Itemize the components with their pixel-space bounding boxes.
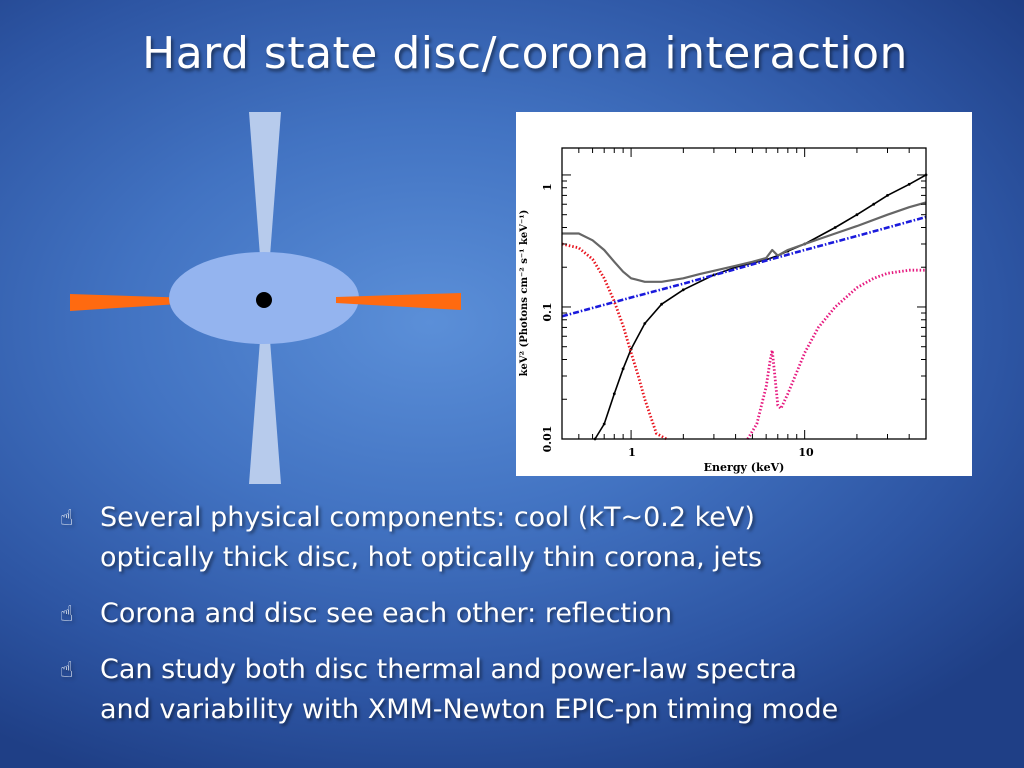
spectrum-series-3 xyxy=(561,215,927,318)
jet-cone-icon xyxy=(249,112,281,256)
spectrum-series-4 xyxy=(561,242,668,441)
bullet-text: Corona and disc see each other: reflecti… xyxy=(100,598,673,629)
x-tick-label: 10 xyxy=(798,446,814,459)
bullet-text: Can study both disc thermal and power-la… xyxy=(100,654,797,685)
bullet-item: ☝ Corona and disc see each other: reflec… xyxy=(60,594,992,634)
y-tick-label: 0.1 xyxy=(541,302,554,321)
data-point xyxy=(872,202,876,206)
data-point xyxy=(907,182,911,186)
disc-jet-diagram xyxy=(70,112,461,484)
data-point xyxy=(886,194,889,197)
spectrum-plot-panel: 1 10 0.01 0.1 1 Energy (keV) keV² (Photo… xyxy=(516,112,972,476)
x-tick-label: 1 xyxy=(628,446,636,459)
y-tick-label: 0.01 xyxy=(541,426,554,453)
data-point xyxy=(602,422,606,426)
pointing-hand-icon: ☝ xyxy=(60,506,74,531)
data-point xyxy=(621,367,625,371)
y-tick-label: 1 xyxy=(541,183,554,191)
jet-cone-icon xyxy=(249,340,281,484)
bullet-item: ☝ Can study both disc thermal and power-… xyxy=(60,650,992,730)
data-point xyxy=(855,213,859,217)
bullet-item: ☝ Several physical components: cool (kT~… xyxy=(60,498,992,578)
black-hole-dot-icon xyxy=(256,292,272,308)
bullet-text: and variability with XMM-Newton EPIC-pn … xyxy=(100,694,839,725)
data-point xyxy=(833,226,837,229)
bullet-list: ☝ Several physical components: cool (kT~… xyxy=(60,498,992,746)
spectrum-chart: 1 10 0.01 0.1 1 Energy (keV) keV² (Photo… xyxy=(519,147,928,474)
bullet-text: optically thick disc, hot optically thin… xyxy=(100,542,763,573)
x-axis-label: Energy (keV) xyxy=(704,461,785,474)
spectrum-series-1 xyxy=(594,174,927,440)
pointing-hand-icon: ☝ xyxy=(60,658,74,683)
pointing-hand-icon: ☝ xyxy=(60,602,74,627)
plot-frame xyxy=(561,147,927,440)
bullet-text: Several physical components: cool (kT~0.… xyxy=(100,502,755,533)
disc-ray-icon xyxy=(70,294,194,311)
data-point xyxy=(612,392,616,396)
data-point xyxy=(643,322,647,325)
slide-title: Hard state disc/corona interaction xyxy=(142,28,908,79)
y-axis-label: keV² (Photons cm⁻² s⁻¹ keV⁻¹) xyxy=(519,210,530,377)
spectrum-series-2 xyxy=(562,201,927,283)
data-point xyxy=(660,302,663,306)
data-point xyxy=(681,288,685,292)
disc-ray-icon xyxy=(336,293,461,310)
spectrum-series-5 xyxy=(746,268,926,440)
